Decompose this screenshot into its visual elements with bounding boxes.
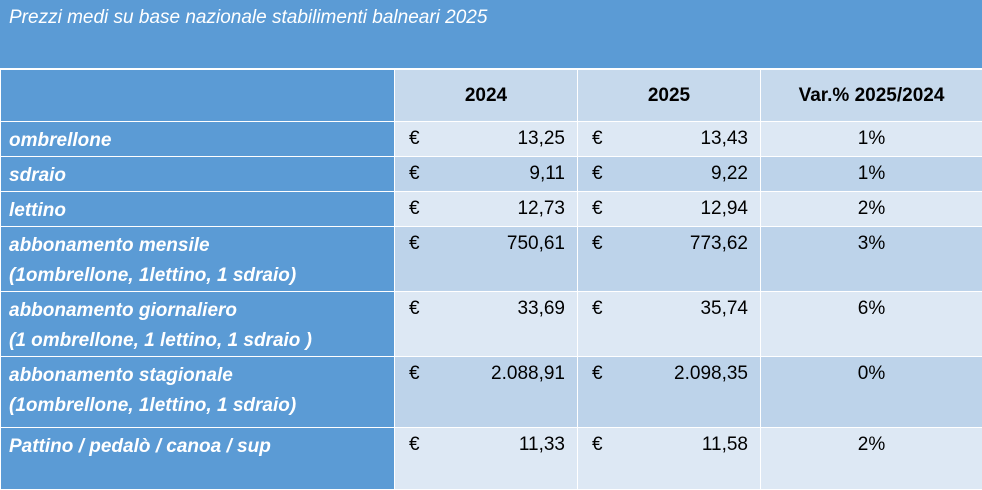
header-row: 2024 2025 Var.% 2025/2024 bbox=[1, 70, 982, 122]
cell-2024: €2.088,91 bbox=[395, 357, 578, 428]
table-row: abbonamento stagionale(1ombrellone, 1let… bbox=[1, 357, 982, 428]
column-header-variation: Var.% 2025/2024 bbox=[761, 70, 982, 122]
table-row: abbonamento giornaliero(1 ombrellone, 1 … bbox=[1, 292, 982, 357]
cell-variation: 0% bbox=[761, 357, 982, 428]
cell-2025: €2.098,35 bbox=[578, 357, 761, 428]
cell-variation: 3% bbox=[761, 227, 982, 292]
row-label: Pattino / pedalò / canoa / sup bbox=[1, 428, 395, 490]
row-label: abbonamento giornaliero(1 ombrellone, 1 … bbox=[1, 292, 395, 357]
row-label: abbonamento stagionale(1ombrellone, 1let… bbox=[1, 357, 395, 428]
cell-variation: 1% bbox=[761, 157, 982, 192]
table-row: Pattino / pedalò / canoa / sup €11,33 €1… bbox=[1, 428, 982, 490]
cell-2024: €12,73 bbox=[395, 192, 578, 227]
cell-2024: €750,61 bbox=[395, 227, 578, 292]
cell-variation: 6% bbox=[761, 292, 982, 357]
column-header-2025: 2025 bbox=[578, 70, 761, 122]
table-row: sdraio €9,11 €9,22 1% bbox=[1, 157, 982, 192]
row-label: sdraio bbox=[1, 157, 395, 192]
table-row: ombrellone €13,25 €13,43 1% bbox=[1, 122, 982, 157]
cell-2025: €9,22 bbox=[578, 157, 761, 192]
price-table: 2024 2025 Var.% 2025/2024 ombrellone €13… bbox=[0, 69, 982, 490]
cell-2025: €11,58 bbox=[578, 428, 761, 490]
cell-variation: 2% bbox=[761, 192, 982, 227]
cell-variation: 1% bbox=[761, 122, 982, 157]
cell-2025: €12,94 bbox=[578, 192, 761, 227]
row-label: ombrellone bbox=[1, 122, 395, 157]
row-label: abbonamento mensile(1ombrellone, 1lettin… bbox=[1, 227, 395, 292]
table-title: Prezzi medi su base nazionale stabilimen… bbox=[0, 0, 982, 68]
cell-2024: €9,11 bbox=[395, 157, 578, 192]
table-row: lettino €12,73 €12,94 2% bbox=[1, 192, 982, 227]
cell-2025: €13,43 bbox=[578, 122, 761, 157]
header-label-cell bbox=[1, 70, 395, 122]
cell-2025: €35,74 bbox=[578, 292, 761, 357]
cell-variation: 2% bbox=[761, 428, 982, 490]
table-row: abbonamento mensile(1ombrellone, 1lettin… bbox=[1, 227, 982, 292]
cell-2024: €11,33 bbox=[395, 428, 578, 490]
row-label: lettino bbox=[1, 192, 395, 227]
cell-2024: €33,69 bbox=[395, 292, 578, 357]
cell-2024: €13,25 bbox=[395, 122, 578, 157]
column-header-2024: 2024 bbox=[395, 70, 578, 122]
cell-2025: €773,62 bbox=[578, 227, 761, 292]
